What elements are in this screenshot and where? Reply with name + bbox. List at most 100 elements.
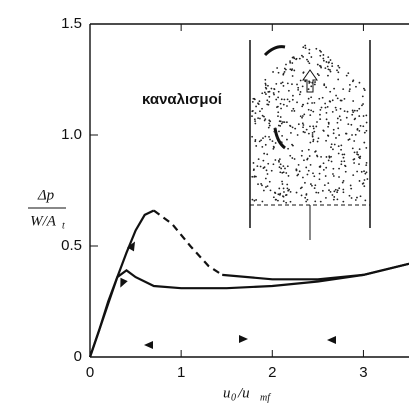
- particle: [363, 131, 366, 134]
- particle: [301, 105, 304, 108]
- particle: [325, 111, 328, 114]
- particle: [338, 176, 340, 178]
- particle: [307, 88, 310, 91]
- particle: [336, 117, 339, 120]
- particle: [274, 198, 277, 201]
- particle: [282, 200, 285, 203]
- particle: [345, 116, 348, 119]
- particle: [308, 155, 311, 157]
- particle: [289, 125, 292, 128]
- particle: [326, 65, 329, 68]
- particle: [336, 198, 339, 201]
- particle: [260, 182, 263, 185]
- particle: [345, 74, 348, 77]
- particle: [293, 69, 296, 72]
- particle: [358, 107, 361, 110]
- particle: [313, 187, 316, 190]
- particle: [307, 97, 310, 100]
- particle: [295, 191, 298, 194]
- particle: [322, 57, 325, 60]
- particle: [365, 164, 368, 167]
- particle: [324, 106, 327, 109]
- particle: [354, 133, 357, 136]
- particle: [300, 154, 303, 157]
- particle: [252, 162, 255, 164]
- particle: [263, 166, 266, 169]
- particle: [336, 69, 338, 72]
- particle: [264, 84, 267, 86]
- particle: [354, 117, 357, 120]
- particle: [297, 86, 300, 89]
- particle: [289, 200, 292, 203]
- particle: [352, 100, 355, 102]
- particle: [251, 100, 254, 103]
- particle: [342, 88, 345, 90]
- particle: [264, 135, 267, 138]
- particle: [252, 169, 255, 171]
- particle: [327, 182, 330, 184]
- particle: [304, 196, 307, 199]
- particle: [356, 109, 359, 112]
- particle: [327, 56, 330, 58]
- particle: [298, 170, 301, 173]
- particle: [272, 147, 275, 150]
- particle: [279, 125, 282, 127]
- particle: [283, 67, 286, 70]
- particle: [358, 163, 360, 166]
- particle: [254, 112, 257, 115]
- direction-arrow: [144, 341, 153, 349]
- particle: [328, 61, 330, 64]
- particle: [349, 184, 352, 187]
- direction-arrow: [127, 241, 135, 252]
- particle: [347, 123, 350, 125]
- y-label-denominator: W/A: [30, 213, 57, 229]
- particle: [281, 81, 284, 84]
- particle: [325, 61, 328, 63]
- particle: [320, 66, 322, 69]
- particle: [296, 101, 298, 104]
- particle: [336, 189, 339, 192]
- particle: [365, 129, 368, 132]
- particle: [344, 165, 347, 168]
- particle: [321, 189, 324, 192]
- particle: [323, 184, 326, 187]
- particle: [319, 65, 322, 68]
- particle: [287, 175, 290, 177]
- particle: [277, 90, 280, 93]
- particle: [292, 144, 294, 147]
- particle: [342, 156, 345, 159]
- particle: [361, 104, 363, 107]
- particle: [268, 124, 271, 127]
- particle: [329, 70, 332, 73]
- particle: [333, 190, 336, 193]
- particle: [316, 73, 319, 75]
- particle: [341, 153, 344, 156]
- particle: [330, 143, 333, 146]
- particle: [363, 87, 365, 90]
- particle: [322, 168, 325, 171]
- particle: [365, 171, 368, 174]
- particle: [311, 132, 314, 134]
- particle: [291, 126, 294, 129]
- particle: [324, 67, 327, 70]
- particle: [280, 82, 282, 85]
- particle: [331, 194, 334, 196]
- particle: [264, 118, 267, 121]
- particle: [328, 100, 331, 103]
- particle: [351, 109, 354, 112]
- particle: [270, 169, 273, 172]
- particle: [303, 113, 306, 116]
- particle: [316, 154, 318, 157]
- particle: [277, 193, 280, 196]
- particle: [325, 86, 328, 89]
- particle: [263, 152, 266, 155]
- particle: [285, 172, 288, 174]
- particle: [332, 128, 335, 131]
- particle: [325, 139, 327, 142]
- y-tick-label: 1.0: [61, 126, 82, 143]
- particle: [312, 172, 314, 175]
- particle: [276, 136, 278, 139]
- particle: [271, 140, 274, 143]
- particle: [263, 91, 266, 94]
- particle: [351, 134, 353, 136]
